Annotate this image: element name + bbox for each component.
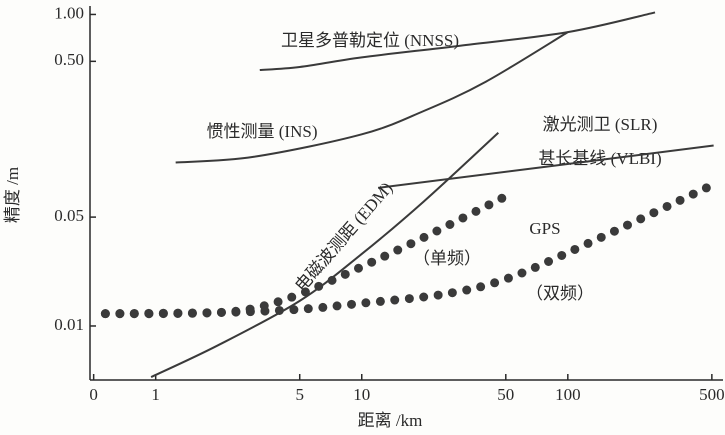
series-label: （单频）	[413, 249, 481, 268]
series-label: 惯性测量 (INS)	[207, 122, 318, 141]
line	[175, 31, 569, 164]
line	[150, 132, 500, 378]
dotted-line	[100, 180, 717, 319]
y-tick-label: 0.01	[54, 315, 84, 334]
x-tick-label: 10	[353, 385, 370, 404]
y-tick-label: 0.05	[54, 206, 84, 225]
x-tick-label: 5	[295, 385, 304, 404]
x-tick-label: 500	[699, 385, 725, 404]
y-tick-label: 0.50	[54, 50, 84, 69]
series-label: 激光测卫 (SLR)	[543, 115, 658, 134]
y-axis-label: 精度 /m	[3, 167, 22, 223]
x-tick-label: 0	[89, 385, 98, 404]
series-label: 卫星多普勒定位 (NNSS)	[281, 31, 459, 50]
line	[259, 11, 656, 71]
x-tick-label: 50	[497, 385, 514, 404]
x-tick-label: 100	[555, 385, 581, 404]
y-tick-label: 1.00	[54, 3, 84, 22]
x-tick-label: 1	[151, 385, 160, 404]
line	[377, 144, 714, 189]
series-label: （双频）	[526, 284, 594, 303]
annotation: GPS	[529, 219, 560, 238]
x-axis-label: 距离 /km	[358, 411, 423, 430]
